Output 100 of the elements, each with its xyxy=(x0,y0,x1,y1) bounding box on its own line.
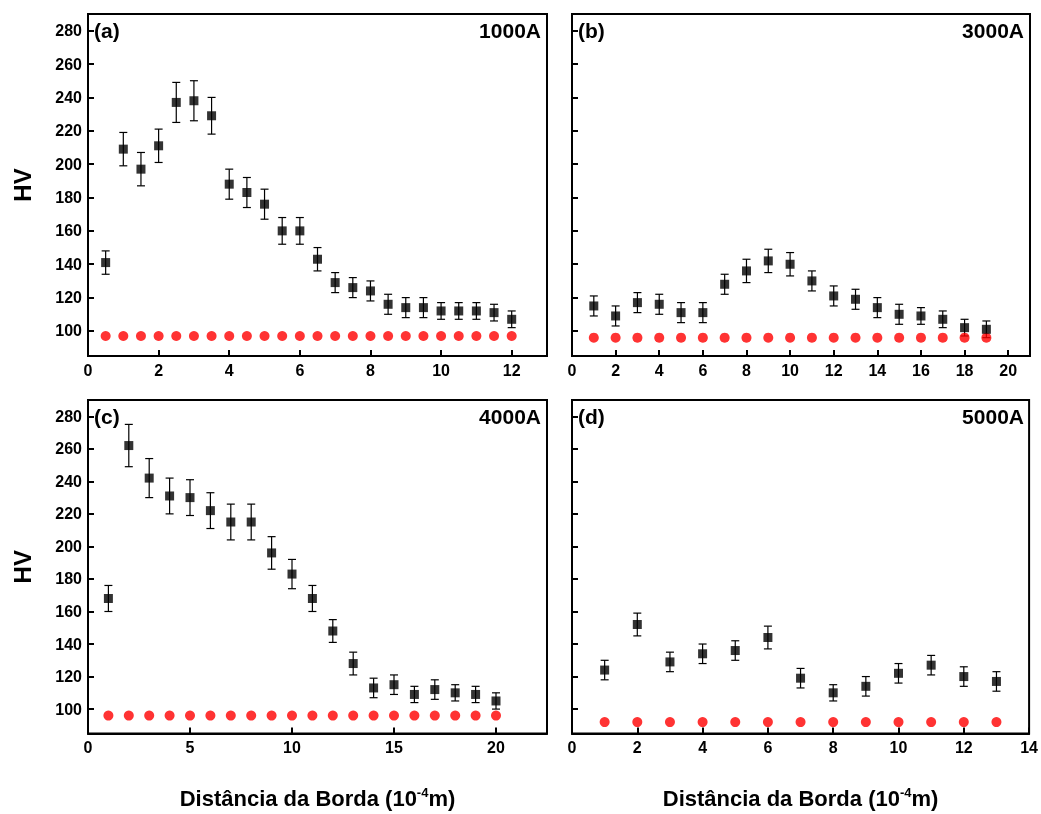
point xyxy=(369,683,379,693)
x-tick-label: 14 xyxy=(1020,739,1039,756)
point xyxy=(348,659,358,669)
point xyxy=(960,323,970,333)
point xyxy=(450,710,461,721)
annotation: (b) xyxy=(578,19,605,42)
annotation: (a) xyxy=(94,19,120,42)
point xyxy=(164,710,175,721)
point xyxy=(188,330,199,341)
point xyxy=(697,332,708,343)
point xyxy=(365,330,376,341)
point xyxy=(470,710,481,721)
point xyxy=(720,279,730,289)
x-tick-label: 2 xyxy=(611,361,621,379)
point xyxy=(795,717,806,728)
point xyxy=(277,330,288,341)
y-tick-label: 240 xyxy=(55,88,83,106)
point xyxy=(860,717,871,728)
point xyxy=(153,330,164,341)
point xyxy=(287,710,297,721)
point xyxy=(205,710,216,721)
point xyxy=(383,299,393,309)
point xyxy=(365,286,375,296)
point xyxy=(894,332,905,343)
point xyxy=(938,314,948,324)
annotation: 5000A xyxy=(962,405,1025,428)
point xyxy=(958,717,969,728)
point xyxy=(698,649,708,659)
point xyxy=(665,657,675,667)
point xyxy=(894,668,903,678)
x-tick-label: 10 xyxy=(889,739,908,756)
point xyxy=(697,717,708,728)
point xyxy=(295,226,305,236)
point xyxy=(829,291,839,301)
point xyxy=(806,332,817,343)
x-tick-label: 20 xyxy=(487,739,505,756)
x-tick-label: 6 xyxy=(698,361,708,379)
y-tick-label: 280 xyxy=(55,22,83,40)
point xyxy=(471,689,481,699)
x-tick-label: 0 xyxy=(83,739,93,756)
y-tick-label: 200 xyxy=(55,155,83,173)
point xyxy=(610,332,621,343)
point xyxy=(348,283,358,293)
point xyxy=(664,717,675,728)
x-tick-label: 5 xyxy=(185,739,195,756)
point xyxy=(383,330,394,341)
x-tick-label: 20 xyxy=(999,361,1018,379)
point xyxy=(400,330,411,341)
point xyxy=(785,259,795,269)
point xyxy=(991,717,1002,728)
point xyxy=(242,188,252,198)
point xyxy=(224,330,235,341)
annotation: 3000A xyxy=(962,19,1025,42)
point xyxy=(489,330,500,341)
point xyxy=(599,717,610,728)
point xyxy=(430,685,440,695)
point xyxy=(246,517,256,527)
point xyxy=(154,141,164,151)
point xyxy=(588,332,599,343)
point xyxy=(260,199,270,209)
y-tick-label: 120 xyxy=(55,668,83,686)
point xyxy=(589,301,599,311)
x-tick-label: 15 xyxy=(385,739,403,756)
point xyxy=(491,696,501,706)
point xyxy=(123,710,134,721)
point xyxy=(103,593,113,603)
annotation: 4000A xyxy=(479,405,542,428)
point xyxy=(135,330,146,341)
y-tick-label: 240 xyxy=(55,472,83,490)
point xyxy=(611,311,621,321)
point xyxy=(730,646,740,656)
x-tick-label: 14 xyxy=(868,361,887,379)
x-tick-label: 12 xyxy=(502,361,521,379)
point xyxy=(507,314,517,324)
point xyxy=(785,332,796,343)
point xyxy=(118,144,128,154)
point xyxy=(894,309,904,319)
point xyxy=(267,548,277,558)
x-tick-label: 8 xyxy=(366,361,376,379)
x-tick-label: 4 xyxy=(654,361,664,379)
x-tick-label: 2 xyxy=(154,361,164,379)
point xyxy=(872,303,882,313)
point xyxy=(418,330,429,341)
point xyxy=(277,226,287,236)
point xyxy=(763,256,773,266)
point xyxy=(893,717,904,728)
point xyxy=(763,633,773,643)
y-tick-label: 280 xyxy=(55,407,83,425)
x-tick-label: 4 xyxy=(698,739,708,756)
point xyxy=(312,330,323,341)
point xyxy=(741,266,751,276)
point xyxy=(313,254,322,264)
point xyxy=(136,164,146,174)
y-tick-label: 200 xyxy=(55,537,83,555)
point xyxy=(991,676,1001,686)
point xyxy=(185,493,195,503)
point xyxy=(246,710,257,721)
point xyxy=(915,332,926,343)
y-axis-title: HV xyxy=(8,550,36,584)
annotation: (d) xyxy=(578,405,605,428)
